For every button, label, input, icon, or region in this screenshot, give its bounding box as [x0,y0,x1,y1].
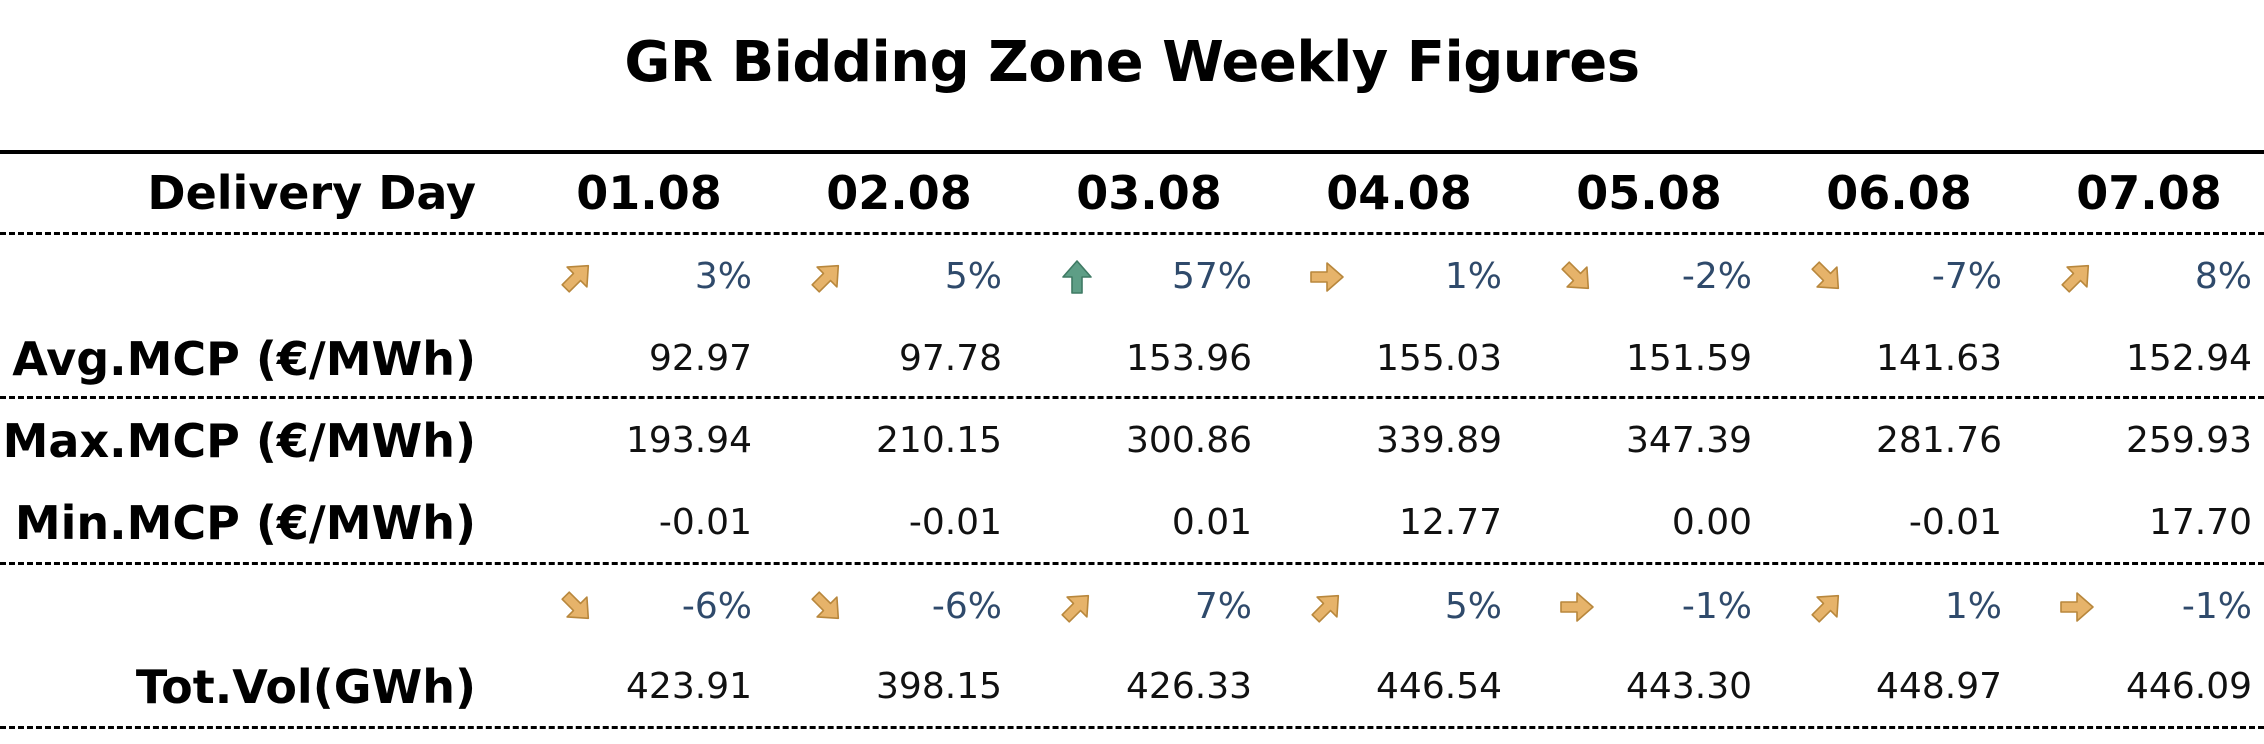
arrow-down-right-icon [806,586,848,628]
change-cell: 3% [524,242,774,312]
max-mcp-value: 259.93 [2126,420,2252,461]
min-mcp-value: 12.77 [1398,502,1502,543]
tot-vol-value: 443.30 [1626,666,1752,707]
tot-vol-value: 426.33 [1126,666,1252,707]
arrow-right-icon [2056,586,2098,628]
day-header: 04.08 [1326,166,1472,220]
change-cell: 1% [1774,572,2024,642]
change-percent: 5% [944,256,1002,297]
change-percent: 8% [2194,256,2252,297]
arrow-up-right-icon [1806,586,1848,628]
max-mcp-label: Max.MCP (€/MWh) [2,414,476,468]
change-percent: 5% [1444,586,1502,627]
arrow-right-icon [1306,256,1348,298]
page-title: GR Bidding Zone Weekly Figures [624,30,1640,95]
change-cell: -6% [524,572,774,642]
tot-vol-value: 448.97 [1876,666,2002,707]
tot-vol-value: 423.91 [626,666,752,707]
min-mcp-value: -0.01 [1908,502,2002,543]
day-header: 02.08 [826,166,972,220]
change-percent: -1% [2181,586,2252,627]
change-cell: 5% [774,242,1024,312]
header-bottom-rule [0,232,2264,235]
tot-vol-value: 446.09 [2126,666,2252,707]
arrow-up-right-icon [806,256,848,298]
tot-vol-row: Tot.Vol(GWh) 423.91 398.15 426.33 446.54… [0,652,2264,722]
change-percent: 57% [1171,256,1252,297]
arrow-right-icon [1556,586,1598,628]
max-mcp-value: 281.76 [1876,420,2002,461]
day-header: 03.08 [1076,166,1222,220]
day-header: 07.08 [2076,166,2222,220]
tot-vol-value: 398.15 [876,666,1002,707]
avg-mcp-change-row: 3% 5% 57% 1% -2% -7% 8% [0,242,2264,312]
change-cell: 8% [2024,242,2264,312]
avg-mcp-value: 151.59 [1626,338,1752,379]
change-percent: 1% [1944,586,2002,627]
change-percent: 3% [694,256,752,297]
change-cell: 5% [1274,572,1524,642]
change-cell: 7% [1024,572,1274,642]
change-percent: -6% [681,586,752,627]
min-mcp-label: Min.MCP (€/MWh) [14,496,476,550]
change-percent: -1% [1681,586,1752,627]
change-cell: -6% [774,572,1024,642]
table-bottom-rule [0,726,2264,729]
change-percent: -2% [1681,256,1752,297]
min-mcp-value: -0.01 [908,502,1002,543]
arrow-down-right-icon [1556,256,1598,298]
max-mcp-value: 339.89 [1376,420,1502,461]
max-mcp-row: Max.MCP (€/MWh) 193.94 210.15 300.86 339… [0,406,2264,476]
change-percent: -6% [931,586,1002,627]
tot-vol-change-row: -6% -6% 7% 5% -1% 1% -1% [0,572,2264,642]
arrow-up-right-icon [556,256,598,298]
max-mcp-value: 300.86 [1126,420,1252,461]
mcp-section-rule [0,562,2264,565]
arrow-up-icon [1056,256,1098,298]
change-cell: 57% [1024,242,1274,312]
avg-mcp-value: 141.63 [1876,338,2002,379]
max-mcp-value: 347.39 [1626,420,1752,461]
change-cell: -7% [1774,242,2024,312]
avg-mcp-value: 92.97 [648,338,752,379]
min-mcp-value: 0.01 [1171,502,1252,543]
min-mcp-value: -0.01 [658,502,752,543]
max-mcp-value: 210.15 [876,420,1002,461]
arrow-down-right-icon [1806,256,1848,298]
avg-mcp-value: 152.94 [2126,338,2252,379]
day-header: 06.08 [1826,166,1972,220]
min-mcp-value: 0.00 [1671,502,1752,543]
avg-section-rule [0,396,2264,399]
avg-mcp-value: 97.78 [898,338,1002,379]
min-mcp-value: 17.70 [2148,502,2252,543]
avg-mcp-value: 153.96 [1126,338,1252,379]
header-row: Delivery Day 01.08 02.08 03.08 04.08 05.… [0,158,2264,228]
header-top-rule [0,150,2264,154]
avg-mcp-label: Avg.MCP (€/MWh) [12,332,476,386]
arrow-down-right-icon [556,586,598,628]
delivery-day-label: Delivery Day [147,166,476,220]
max-mcp-value: 193.94 [626,420,752,461]
avg-mcp-row: Avg.MCP (€/MWh) 92.97 97.78 153.96 155.0… [0,324,2264,394]
day-header: 05.08 [1576,166,1722,220]
change-cell: -1% [2024,572,2264,642]
change-cell: -1% [1524,572,1774,642]
avg-mcp-value: 155.03 [1376,338,1502,379]
change-percent: 7% [1194,586,1252,627]
change-percent: -7% [1931,256,2002,297]
arrow-up-right-icon [1056,586,1098,628]
arrow-up-right-icon [1306,586,1348,628]
change-cell: 1% [1274,242,1524,312]
tot-vol-value: 446.54 [1376,666,1502,707]
change-cell: -2% [1524,242,1774,312]
min-mcp-row: Min.MCP (€/MWh) -0.01 -0.01 0.01 12.77 0… [0,488,2264,558]
arrow-up-right-icon [2056,256,2098,298]
tot-vol-label: Tot.Vol(GWh) [135,660,476,714]
day-header: 01.08 [576,166,722,220]
change-percent: 1% [1444,256,1502,297]
